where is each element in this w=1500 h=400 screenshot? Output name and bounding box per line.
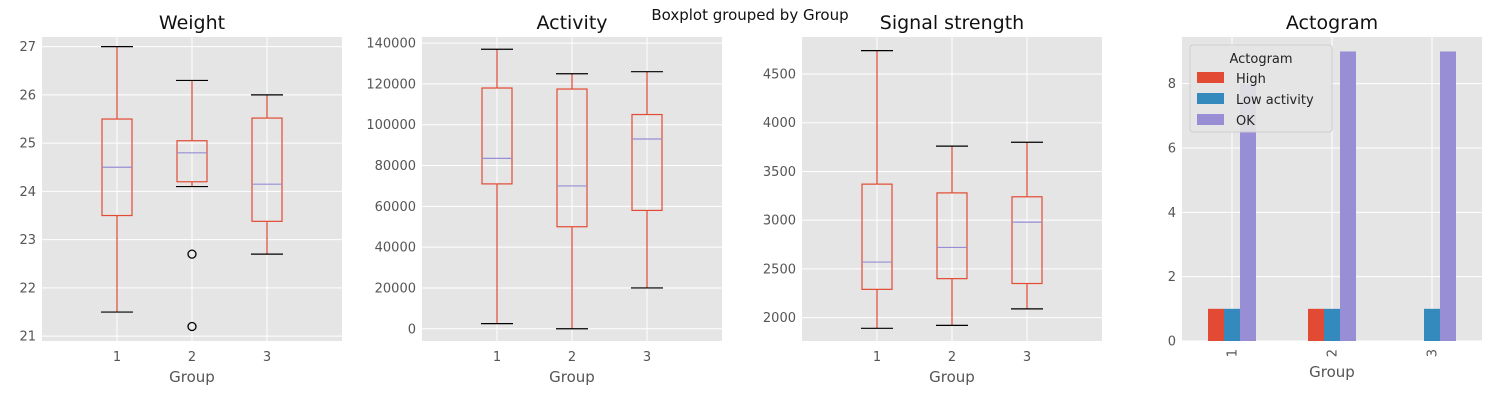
legend-swatch bbox=[1197, 93, 1224, 104]
box-2 bbox=[936, 145, 968, 327]
x-tick-label: 2 bbox=[188, 350, 196, 365]
panel-title: Activity bbox=[536, 12, 607, 34]
legend-label: OK bbox=[1236, 114, 1255, 129]
y-tick-label: 26 bbox=[19, 88, 36, 103]
y-tick-label: 0 bbox=[1168, 335, 1176, 350]
bar-low-activity bbox=[1224, 308, 1240, 341]
panel-title: Signal strength bbox=[880, 12, 1024, 34]
box-iqr bbox=[631, 113, 663, 212]
y-tick-label: 22 bbox=[19, 281, 36, 296]
y-tick-label: 6 bbox=[1168, 141, 1176, 156]
x-tick-label: 2 bbox=[1326, 349, 1341, 357]
y-tick-label: 120000 bbox=[366, 77, 416, 92]
legend-swatch bbox=[1197, 114, 1224, 125]
x-tick-label: 3 bbox=[1023, 350, 1031, 365]
box-3 bbox=[631, 71, 663, 289]
box-iqr bbox=[1011, 196, 1043, 285]
panel-2: 0 20000 40000 60000 80000 100000 120000 140000 1… bbox=[366, 12, 722, 386]
box-iqr bbox=[861, 183, 893, 290]
y-tick-label: 3000 bbox=[763, 214, 796, 229]
outlier-point bbox=[187, 321, 197, 332]
y-tick-label: 21 bbox=[19, 330, 36, 345]
bar-high bbox=[1208, 308, 1224, 341]
y-tick-label: 27 bbox=[19, 40, 36, 55]
x-tick-label: 1 bbox=[493, 350, 501, 365]
box-iqr bbox=[556, 88, 588, 228]
x-tick-label: 3 bbox=[1426, 349, 1441, 357]
y-tick-label: 40000 bbox=[375, 241, 416, 256]
box-3 bbox=[251, 94, 283, 255]
y-tick-label: 4000 bbox=[763, 116, 796, 131]
x-axis-label: Group bbox=[169, 368, 215, 386]
bar-low-activity bbox=[1424, 308, 1440, 341]
legend-box bbox=[1189, 44, 1333, 133]
panel-title: Weight bbox=[159, 12, 225, 34]
y-tick-label: 25 bbox=[19, 137, 36, 152]
y-tick-label: 2 bbox=[1168, 270, 1176, 285]
x-tick-label: 2 bbox=[568, 350, 576, 365]
box-1 bbox=[101, 46, 133, 313]
legend-swatch bbox=[1197, 72, 1224, 83]
figure-suptitle: Boxplot grouped by Group bbox=[651, 6, 848, 24]
x-tick-label: 3 bbox=[643, 350, 651, 365]
x-tick-label: 1 bbox=[113, 350, 121, 365]
x-axis-label: Group bbox=[549, 368, 595, 386]
box-2 bbox=[556, 73, 588, 330]
panel-title: Actogram bbox=[1286, 12, 1378, 34]
y-tick-label: 8 bbox=[1168, 77, 1176, 92]
y-tick-label: 140000 bbox=[366, 37, 416, 52]
bar-low-activity bbox=[1324, 308, 1340, 341]
box-1 bbox=[861, 50, 893, 329]
y-tick-label: 3500 bbox=[763, 165, 796, 180]
y-tick-label: 2500 bbox=[763, 262, 796, 277]
x-tick-label: 1 bbox=[1226, 349, 1241, 357]
box-1 bbox=[481, 48, 513, 325]
y-tick-label: 60000 bbox=[375, 200, 416, 215]
y-tick-label: 20000 bbox=[375, 281, 416, 296]
box-iqr bbox=[481, 87, 513, 185]
y-tick-label: 80000 bbox=[375, 159, 416, 174]
box-iqr bbox=[251, 117, 283, 222]
y-tick-label: 23 bbox=[19, 233, 36, 248]
x-axis-label: Group bbox=[929, 368, 975, 386]
x-tick-label: 1 bbox=[873, 350, 881, 365]
x-axis-label: Group bbox=[1309, 363, 1355, 381]
y-tick-label: 100000 bbox=[366, 118, 416, 133]
y-tick-label: 24 bbox=[19, 185, 36, 200]
legend-label: Low activity bbox=[1236, 93, 1314, 108]
panel-4: 0 2 4 6 8 1 2 3 Actogram Group Actogram High Low act… bbox=[1168, 12, 1482, 381]
y-tick-label: 4500 bbox=[763, 68, 796, 83]
outlier-point bbox=[187, 249, 197, 259]
box-iqr bbox=[936, 192, 968, 280]
bar-ok bbox=[1240, 83, 1256, 341]
bar-high bbox=[1308, 308, 1324, 341]
bar-ok bbox=[1440, 51, 1456, 341]
x-tick-label: 3 bbox=[263, 350, 271, 365]
box-3 bbox=[1011, 141, 1043, 310]
y-tick-label: 0 bbox=[408, 322, 416, 337]
panel-3: 2000 2500 3000 3500 4000 4500 1 2 3 Signal streng… bbox=[763, 12, 1102, 386]
x-tick-label: 2 bbox=[948, 350, 956, 365]
legend-label: High bbox=[1236, 72, 1266, 87]
legend: Actogram High Low activity OK bbox=[1189, 44, 1333, 133]
legend-title: Actogram bbox=[1229, 52, 1292, 67]
y-tick-label: 4 bbox=[1168, 206, 1176, 221]
box-2 bbox=[176, 79, 208, 332]
box-iqr bbox=[176, 140, 208, 183]
bar-ok bbox=[1340, 51, 1356, 341]
y-tick-label: 2000 bbox=[763, 311, 796, 326]
